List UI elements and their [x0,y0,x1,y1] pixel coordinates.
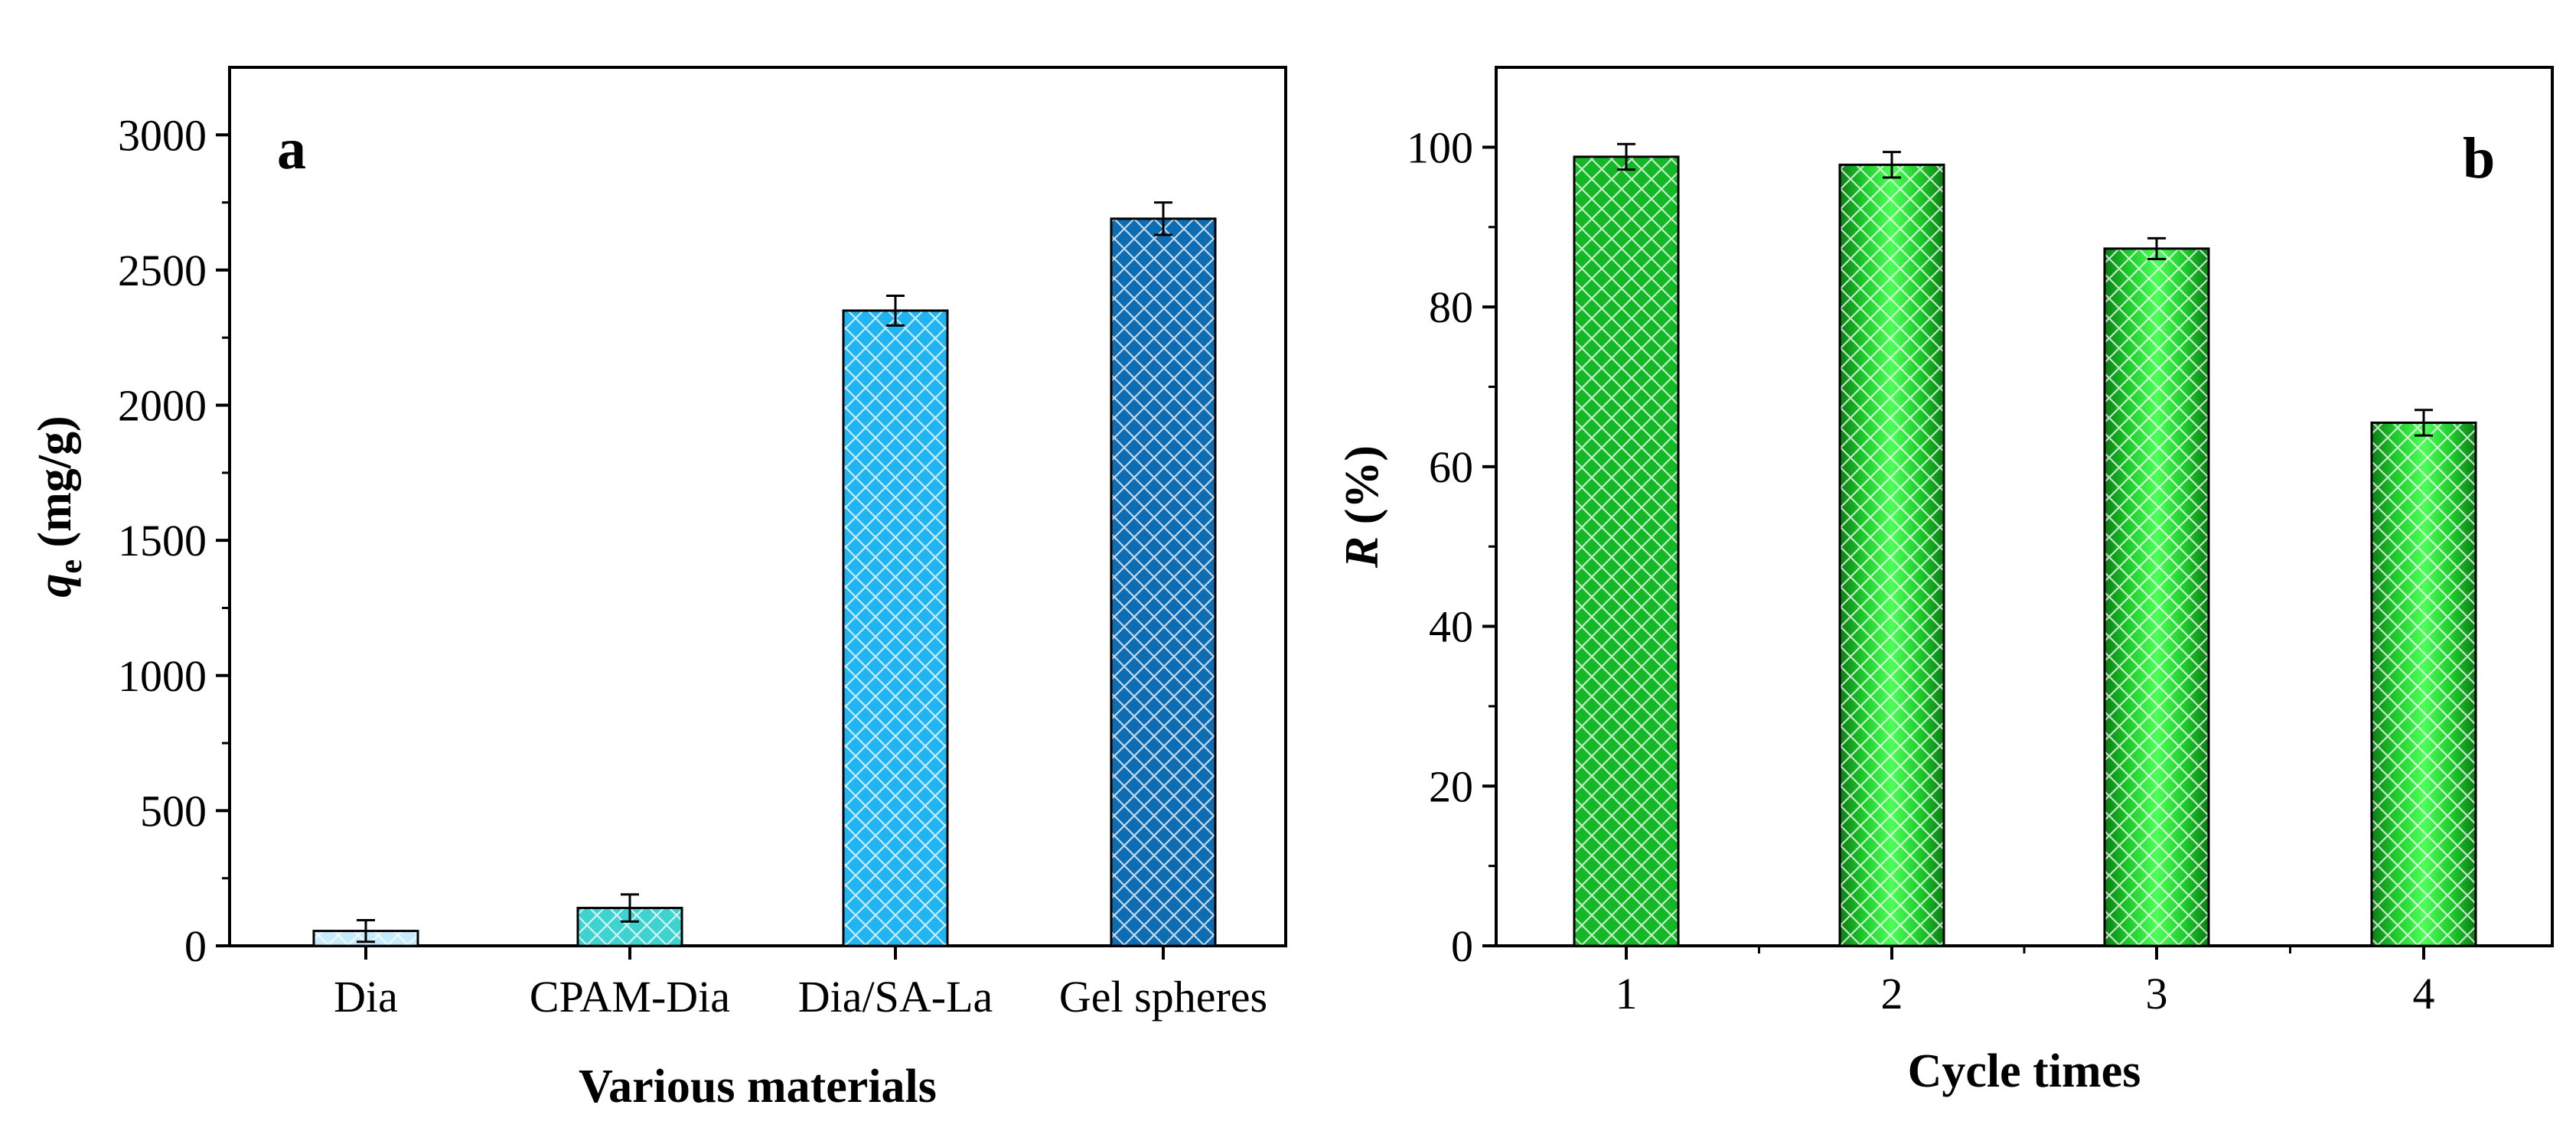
y-tick-label: 40 [1429,602,1473,652]
panel-a-letter: a [277,117,306,181]
panel-b-bars [1573,155,2477,947]
panel-a-y-symbol: q [29,574,81,598]
x-tick-label: CPAM-Dia [530,972,730,1022]
panel-a: 0 500 1000 1500 2000 2500 3000 Dia CPAM-Dia Dia/… [29,66,1287,1113]
panel-a-y-subscript: e [54,559,89,574]
x-tick-label: 1 [1616,969,1638,1019]
panel-a-y-unit: (mg/g) [29,416,81,547]
x-tick-label: 3 [2146,969,2168,1019]
x-tick-label: Dia/SA-La [798,972,993,1022]
y-tick-label: 1500 [118,516,207,565]
y-tick-label: 0 [184,921,207,971]
panel-b-x-axis-title: Cycle times [1908,1045,2141,1097]
y-tick-label: 0 [1451,921,1473,971]
panel-a-y-axis-title: qe (mg/g) [29,416,89,597]
y-tick-label: 3000 [118,110,207,160]
y-tick-label: 2500 [118,246,207,295]
panel-b-y-symbol: R [1336,536,1388,569]
bar-hatch [1840,165,1944,947]
y-tick-label: 20 [1429,761,1473,811]
panel-b-x-ticks: 1 2 3 4 [1616,946,2435,1019]
panel-b-error-bars [1617,142,2433,437]
bar-hatch [1574,156,1678,947]
bar-hatch [843,310,947,946]
y-tick-label: 60 [1429,442,1473,492]
x-tick-label: 2 [1881,969,1903,1019]
panel-a-y-ticks: 0 500 1000 1500 2000 2500 3000 [118,110,230,971]
bar-hatch [2372,422,2476,946]
bar-hatch [1111,218,1215,947]
x-tick-label: Gel spheres [1059,972,1267,1022]
panel-b-y-ticks: 0 20 40 60 80 100 [1407,122,1496,971]
panel-b: 0 20 40 60 80 100 1 2 3 4 b Cycle times R (%) [1336,66,2554,1097]
panel-a-error-bars [357,201,1172,944]
y-tick-label: 80 [1429,282,1473,332]
panel-a-x-ticks: Dia CPAM-Dia Dia/SA-La Gel spheres [334,946,1267,1022]
x-tick-label: 4 [2413,969,2435,1019]
panel-b-letter: b [2463,126,2495,191]
y-tick-label: 2000 [118,381,207,431]
panel-a-y-spacer [29,548,81,560]
y-tick-label: 500 [140,786,207,836]
panel-a-x-axis-title: Various materials [579,1061,937,1113]
x-tick-label: Dia [334,972,398,1022]
panel-b-y-axis-title: R (%) [1336,445,1388,569]
panel-a-bars [312,217,1217,947]
panel-b-y-unit: (%) [1336,445,1388,524]
y-tick-label: 1000 [118,651,207,701]
bar-hatch [2105,248,2209,946]
panel-b-y-spacer [1336,524,1388,536]
y-tick-label: 100 [1407,122,1473,172]
panel-a-frame [228,66,1287,947]
